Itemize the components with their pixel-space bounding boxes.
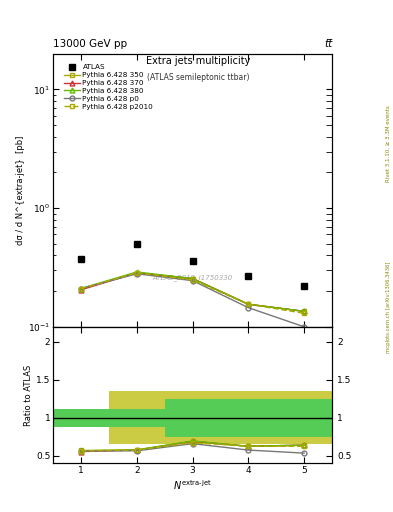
Pythia 6.428 370 [302,308,307,314]
Pythia 6.428 350 [302,308,307,314]
Text: (ATLAS semileptonic ttbar): (ATLAS semileptonic ttbar) [147,73,250,82]
Line: Pythia 6.428 350: Pythia 6.428 350 [79,270,307,314]
ATLAS [246,272,251,279]
Bar [53,409,165,427]
Pythia 6.428 p2010 [302,310,307,316]
Text: ATLAS_2019_I1750330: ATLAS_2019_I1750330 [152,274,233,281]
Text: tt̅: tt̅ [324,38,332,49]
Pythia 6.428 370 [134,270,139,276]
Pythia 6.428 p0 [190,278,195,284]
Bar [165,399,332,437]
Text: 13000 GeV pp: 13000 GeV pp [53,38,127,49]
Pythia 6.428 350 [79,286,83,292]
Text: Extra jets multiplicity: Extra jets multiplicity [146,56,250,67]
Pythia 6.428 p0 [79,286,83,292]
Pythia 6.428 370 [246,301,251,307]
Line: Pythia 6.428 p2010: Pythia 6.428 p2010 [79,270,307,316]
ATLAS [134,241,139,247]
Pythia 6.428 350 [190,275,195,282]
Pythia 6.428 p2010 [246,301,251,307]
Pythia 6.428 p2010 [79,286,83,292]
Text: Rivet 3.1.10, ≥ 3.3M events: Rivet 3.1.10, ≥ 3.3M events [386,105,391,182]
Bar [109,391,332,444]
Pythia 6.428 380 [190,275,195,282]
Pythia 6.428 370 [190,275,195,282]
ATLAS [302,283,307,289]
Pythia 6.428 p2010 [134,270,139,276]
Line: ATLAS: ATLAS [77,241,308,290]
X-axis label: $N^{\mathrm{extra\text{-}jet}}$: $N^{\mathrm{extra\text{-}jet}}$ [173,478,212,492]
Pythia 6.428 380 [302,308,307,314]
Y-axis label: Ratio to ATLAS: Ratio to ATLAS [24,365,33,425]
Y-axis label: dσ / d N^{extra-jet}  [pb]: dσ / d N^{extra-jet} [pb] [16,136,25,245]
Line: Pythia 6.428 370: Pythia 6.428 370 [79,270,307,314]
Bar [53,409,109,427]
Pythia 6.428 p2010 [190,277,195,283]
Line: Pythia 6.428 p0: Pythia 6.428 p0 [79,271,307,329]
Pythia 6.428 380 [134,269,139,275]
ATLAS [190,258,195,264]
Pythia 6.428 350 [134,270,139,276]
Pythia 6.428 p0 [134,271,139,277]
Pythia 6.428 p0 [302,324,307,330]
Pythia 6.428 p0 [246,305,251,311]
Pythia 6.428 380 [246,301,251,307]
Text: mcplots.cern.ch [arXiv:1306.3436]: mcplots.cern.ch [arXiv:1306.3436] [386,262,391,353]
Line: Pythia 6.428 380: Pythia 6.428 380 [79,269,307,314]
ATLAS [79,257,83,263]
Legend: ATLAS, Pythia 6.428 350, Pythia 6.428 370, Pythia 6.428 380, Pythia 6.428 p0, Py: ATLAS, Pythia 6.428 350, Pythia 6.428 37… [61,61,156,113]
Pythia 6.428 350 [246,301,251,307]
Pythia 6.428 370 [79,287,83,293]
Pythia 6.428 380 [79,286,83,292]
